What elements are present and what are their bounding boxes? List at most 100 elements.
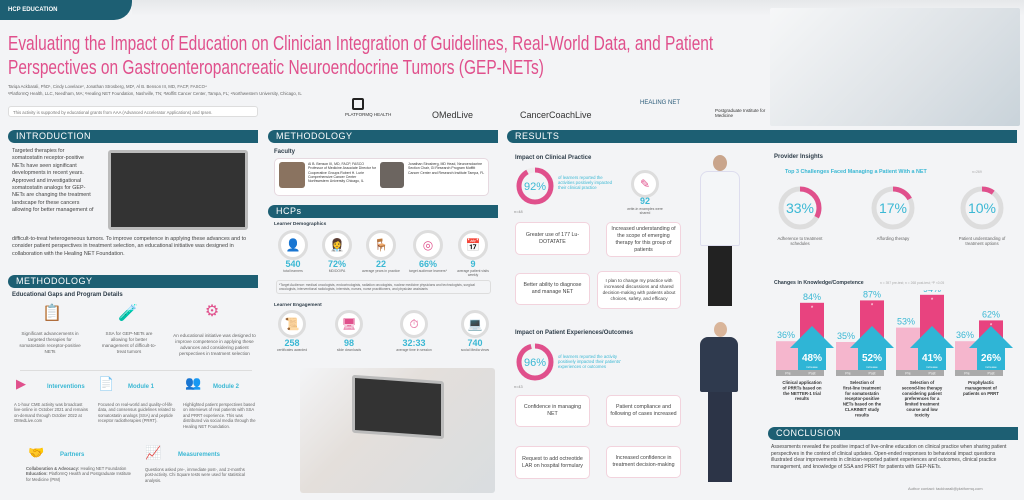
clinical-donut: 92% xyxy=(516,167,554,205)
intro-heading: INTRODUCTION xyxy=(8,130,258,143)
patient-donut: 96% xyxy=(516,343,554,381)
doctor-photo xyxy=(700,155,740,310)
patient-impact-desc: of learners reported the activity positi… xyxy=(558,354,621,370)
vials-icon: 🧪 xyxy=(118,305,138,322)
knowledge-title: Changes in Knowledge/Competence xyxy=(774,280,864,286)
pre-label: Pre xyxy=(964,372,970,376)
clinical-impact-desc: of learners reported the activities posi… xyxy=(558,175,612,191)
post-label: Post xyxy=(928,372,935,376)
faculty-photo-strosberg xyxy=(380,162,404,188)
measurements-text: Questions asked pre-, immediate post-, a… xyxy=(145,467,245,483)
pencil-icon: ✎ xyxy=(631,170,659,198)
quote-bubble: Increased understanding of the scope of … xyxy=(606,222,681,257)
significance-marker: * xyxy=(931,298,934,304)
engagement-value: 740 xyxy=(467,338,483,348)
examples-value: 92 xyxy=(639,196,650,206)
poster-title: Evaluating the Impact of Education on Cl… xyxy=(8,32,714,79)
increase-value: 41% xyxy=(922,353,942,364)
examples-label: write-in examples were shared xyxy=(627,207,663,215)
demographic-value: 540 xyxy=(285,259,301,269)
faculty-label: Faculty xyxy=(274,149,296,155)
category-label: Selection of first-line treatment for soma… xyxy=(843,380,882,417)
engagement-label: slide downloads xyxy=(336,348,362,352)
platformq-icon xyxy=(352,98,364,110)
post-value: 84% xyxy=(803,292,821,302)
post-value: 87% xyxy=(863,290,881,299)
post-label: Post xyxy=(987,372,994,376)
clipboard-icon: 📋 xyxy=(42,305,62,322)
partners-title: Partners xyxy=(60,452,85,458)
interventions-text: A 1-hour CME activity was broadcast live… xyxy=(14,402,89,424)
axis-strip xyxy=(896,370,944,376)
pre-value: 36% xyxy=(777,330,795,340)
quote-bubble: Request to add octreotide LAR on hospita… xyxy=(515,446,590,479)
methodology-heading: METHODOLOGY xyxy=(8,275,258,288)
results-heading: RESULTS xyxy=(507,130,1017,143)
increase-arrow xyxy=(790,326,834,370)
donut-label: 96% xyxy=(524,357,546,369)
clinicians-photo xyxy=(770,8,1020,126)
edu-label: Education: xyxy=(26,471,48,477)
post-value: 94% xyxy=(923,290,941,294)
pre-bar xyxy=(896,327,920,370)
post-value: 62% xyxy=(982,309,1000,319)
interventions-title: Interventions xyxy=(47,384,85,390)
engagement-icon: 🖥 xyxy=(335,310,363,338)
laptop-screen xyxy=(352,374,444,440)
pre-label: Pre xyxy=(845,372,851,376)
challenge-label: Affording therapy xyxy=(876,236,910,241)
demographic-icon: 👩‍⚕️ xyxy=(322,230,352,260)
measurements-title: Measurements xyxy=(178,452,221,458)
knowledge-legend: n = 397 pre-test; n = 268 post-test; *P … xyxy=(880,281,945,285)
quote-bubble: Greater use of 177 Lu-DOTATATE xyxy=(515,222,590,255)
module1-text: Focused on real-world and quality-of-lif… xyxy=(98,402,176,424)
engagement-icon: 📜 xyxy=(278,310,306,338)
methodology2-heading: METHODOLOGY xyxy=(268,130,498,143)
increase-label: increase xyxy=(926,365,938,369)
video-icon: ▶ xyxy=(16,376,26,391)
donut-fill xyxy=(871,186,915,230)
quote-bubble: Increased confidence in treatment decisi… xyxy=(606,446,681,478)
challenges-title: Top 3 Challenges Faced Managing a Patien… xyxy=(785,169,927,175)
increase-label: increase xyxy=(866,365,878,369)
faculty-photo-benson xyxy=(279,162,305,188)
challenge-pct: 33% xyxy=(786,200,814,216)
donut-label: 92% xyxy=(524,181,546,193)
handshake-icon: 🤝 xyxy=(28,445,45,460)
demographics-label: Learner Demographics xyxy=(274,222,327,227)
logo-healing-net: HEALING NET xyxy=(640,100,681,106)
challenge-donut: 17% xyxy=(871,186,915,230)
demographic-icon: ◎ xyxy=(413,230,443,260)
demographic-label: target audience learners* xyxy=(409,269,447,273)
hcps-heading: HCPs xyxy=(268,205,498,218)
affiliations: ¹PlatformQ Health, LLC, Needham, MA; ²He… xyxy=(8,90,302,96)
axis-strip xyxy=(836,370,884,376)
quote-bubble: Better ability to diagnose and manage NE… xyxy=(515,273,590,305)
donut-fill xyxy=(516,167,554,205)
increase-label: increase xyxy=(806,365,818,369)
author-contact[interactable]: Author contact: tackbarali@platformq.com xyxy=(908,486,983,491)
pre-label: Pre xyxy=(785,372,791,376)
increase-arrow xyxy=(910,326,954,370)
increase-value: 52% xyxy=(862,353,882,364)
challenge-pct: 10% xyxy=(968,200,996,216)
clinical-impact-title: Impact on Clinical Practice xyxy=(515,155,592,161)
target-audience-footnote: *Target Audience: medical oncologists, e… xyxy=(276,280,491,295)
challenge-donut: 33% xyxy=(778,186,822,230)
demographic-label: MD/DO/PA xyxy=(328,269,346,273)
donut-fill xyxy=(778,186,822,230)
donut-fill xyxy=(516,343,554,381)
module1-title: Module 1 xyxy=(128,384,155,390)
increase-arrow xyxy=(969,326,1013,370)
increase-value: 48% xyxy=(802,353,822,364)
gap-1: Significant advancements in targeted the… xyxy=(19,331,81,354)
faculty-strosberg: Jonathan Strosberg, MD Head, Neuroendocr… xyxy=(408,162,485,175)
demographic-value: 66% xyxy=(418,259,437,269)
hcp-education-tag: HCP EDUCATION xyxy=(0,0,132,20)
engagement-value: 98 xyxy=(343,338,354,348)
patient-impact-title: Impact on Patient Experiences/Outcomes xyxy=(515,330,634,336)
quote-bubble: I plan to change my practice with increa… xyxy=(597,271,681,309)
logo-platformq: PLATFORMQ HEALTH xyxy=(345,112,392,117)
category-label: Selection of second-line therapy consideri… xyxy=(902,380,943,417)
